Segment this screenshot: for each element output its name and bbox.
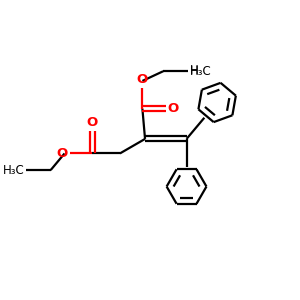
Text: O: O [137,73,148,85]
Text: O: O [167,102,178,115]
Text: O: O [56,147,67,160]
Text: H₃C: H₃C [189,65,211,78]
Text: O: O [86,116,97,129]
Text: H: H [189,64,198,77]
Text: H₃C: H₃C [3,164,24,177]
